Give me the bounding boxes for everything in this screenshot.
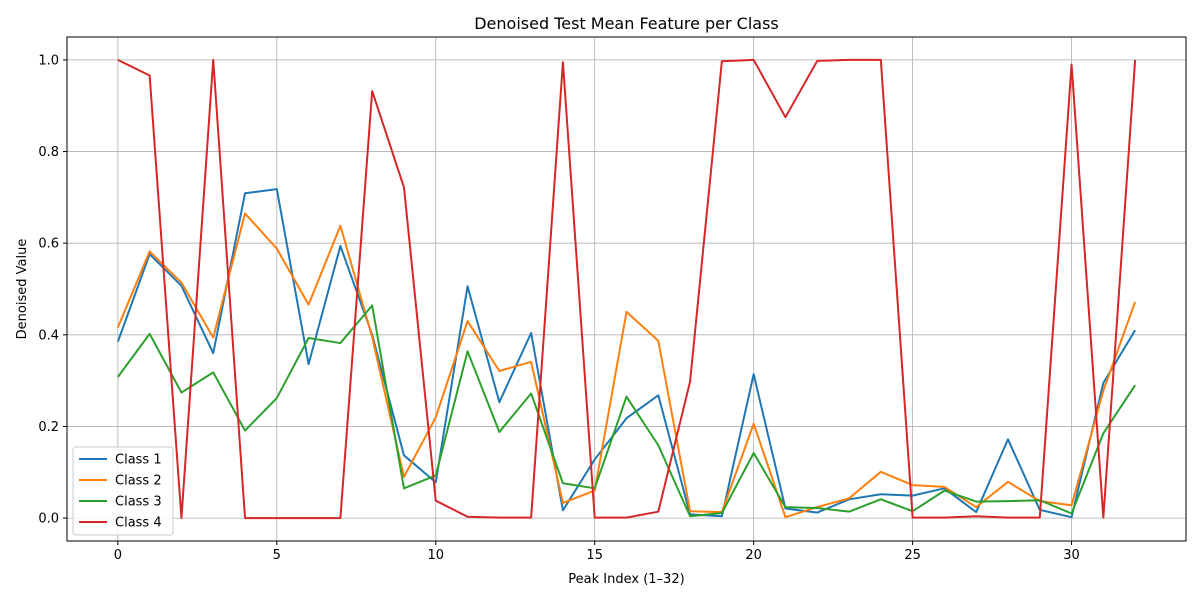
- series-line-class-3: [117, 304, 1136, 518]
- y-tick-label: 0.8: [38, 145, 59, 160]
- x-tick-label: 5: [273, 548, 281, 563]
- series-line-class-2: [116, 212, 1137, 519]
- chart-title: Denoised Test Mean Feature per Class: [474, 14, 779, 33]
- legend-label: Class 3: [115, 495, 162, 510]
- series-line-class-1: [116, 188, 1136, 519]
- y-tick-label: 0.6: [38, 237, 59, 252]
- legend-box: [72, 446, 174, 536]
- series-line-class-4: [117, 58, 1137, 520]
- x-tick-label: 25: [904, 548, 921, 563]
- y-tick-label: 0.2: [38, 420, 59, 435]
- series-lines: [116, 58, 1137, 520]
- plot-frame: [66, 36, 1187, 542]
- legend-label: Class 2: [115, 474, 162, 489]
- x-tick-label: 30: [1063, 548, 1080, 563]
- x-axis-ticks: 0 5 10 15 20 25 30: [114, 541, 1080, 563]
- x-tick-label: 20: [745, 548, 762, 563]
- x-tick-label: 15: [586, 548, 603, 563]
- y-tick-label: 0.0: [38, 512, 59, 527]
- y-axis-ticks: 0.0 0.2 0.4 0.6 0.8 1.0: [38, 53, 67, 527]
- y-tick-label: 1.0: [38, 53, 59, 68]
- x-tick-label: 0: [114, 548, 122, 563]
- x-tick-label: 10: [427, 548, 444, 563]
- legend-label: Class 4: [115, 516, 162, 531]
- y-axis-label: Denoised Value: [15, 239, 30, 340]
- legend-label: Class 1: [115, 453, 162, 468]
- legend: Class 1 Class 2 Class 3 Class 4: [72, 446, 174, 536]
- x-axis-label: Peak Index (1–32): [568, 572, 684, 587]
- y-tick-label: 0.4: [38, 328, 59, 343]
